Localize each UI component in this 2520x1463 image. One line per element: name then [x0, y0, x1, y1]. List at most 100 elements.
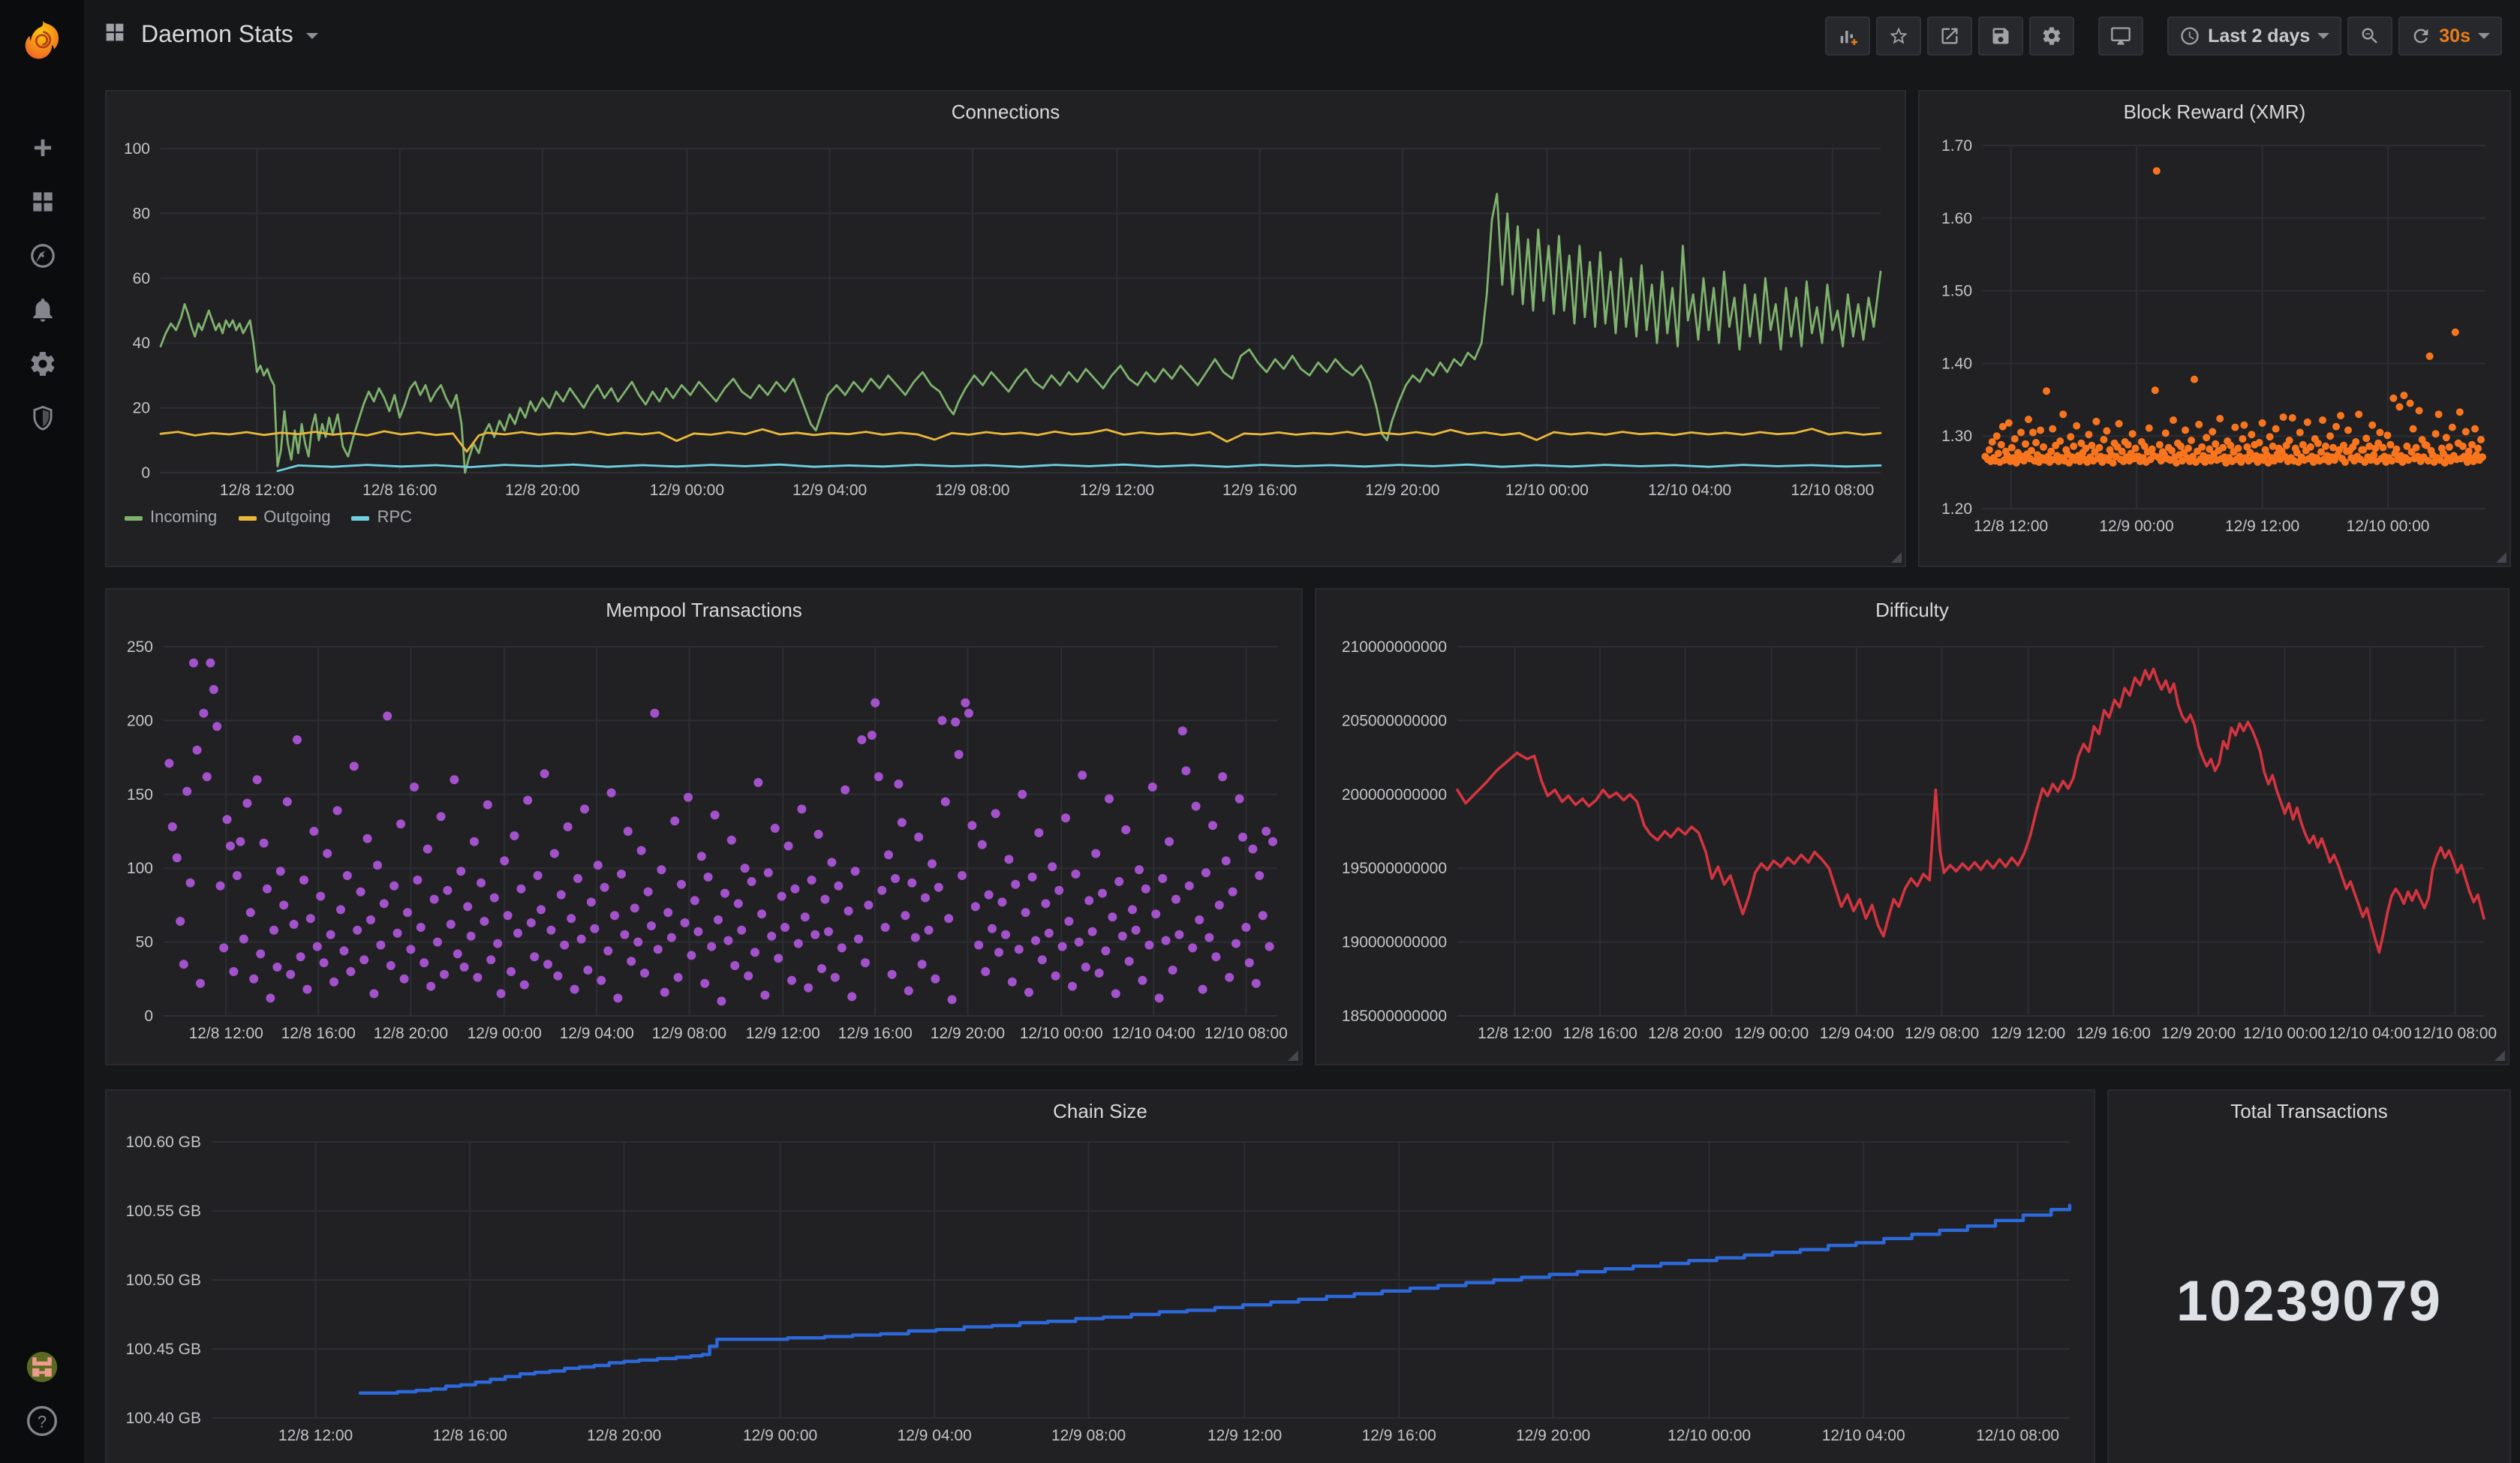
legend-swatch	[351, 515, 370, 520]
svg-text:12/8 12:00: 12/8 12:00	[278, 1427, 353, 1444]
panel-title[interactable]: Mempool Transactions	[606, 599, 802, 621]
svg-text:185000000000: 185000000000	[1342, 1008, 1447, 1025]
svg-text:12/10 08:00: 12/10 08:00	[1976, 1427, 2059, 1444]
connections-chart[interactable]: 0 20 40 60 80 100 12/8 12:00 12/8 16:00 12/8 20:…	[116, 131, 1896, 506]
svg-text:12/9 12:00: 12/9 12:00	[1080, 482, 1154, 499]
server-admin-shield-icon[interactable]	[12, 390, 72, 444]
svg-text:1.20: 1.20	[1941, 500, 1972, 518]
configuration-gear-icon[interactable]	[12, 336, 72, 390]
svg-text:12/10 04:00: 12/10 04:00	[1822, 1427, 1905, 1444]
svg-text:12/9 00:00: 12/9 00:00	[650, 482, 724, 499]
svg-text:100.50 GB: 100.50 GB	[126, 1272, 201, 1289]
connections-legend: Incoming Outgoing RPC	[125, 509, 1905, 527]
dashboard-title[interactable]: Daemon Stats	[141, 23, 293, 48]
svg-text:?: ?	[38, 1412, 47, 1431]
dashboards-icon[interactable]	[12, 174, 72, 228]
save-button[interactable]	[1978, 17, 2024, 56]
star-button[interactable]	[1876, 17, 1922, 56]
svg-text:12/10 04:00: 12/10 04:00	[2329, 1025, 2412, 1042]
panel-title[interactable]: Block Reward (XMR)	[2123, 101, 2306, 123]
block-reward-panel: Block Reward (XMR) 1.20 1.30 1.40 1.50 1.60 1…	[1918, 90, 2511, 567]
share-button[interactable]	[1927, 17, 1973, 56]
svg-text:12/9 20:00: 12/9 20:00	[1365, 482, 1439, 499]
title-caret-icon[interactable]	[306, 33, 319, 39]
svg-text:12/8 16:00: 12/8 16:00	[362, 482, 437, 499]
difficulty-panel: Difficulty 185000000000 190000000000 19500…	[1315, 588, 2509, 1065]
svg-text:12/10 00:00: 12/10 00:00	[1505, 482, 1589, 499]
panel-title[interactable]: Total Transactions	[2230, 1100, 2388, 1122]
block-reward-chart[interactable]: 1.20 1.30 1.40 1.50 1.60 1.70 12/8 12:00 12/9 0…	[1929, 131, 2500, 542]
svg-text:1.40: 1.40	[1941, 355, 1972, 372]
legend-item-incoming[interactable]: Incoming	[125, 509, 217, 527]
sidebar-menu	[12, 120, 72, 444]
add-panel-button[interactable]	[1825, 17, 1871, 56]
svg-text:12/9 12:00: 12/9 12:00	[1991, 1025, 2065, 1042]
sidebar: ?	[0, 0, 84, 1463]
svg-text:100.45 GB: 100.45 GB	[126, 1341, 201, 1358]
svg-text:12/10 04:00: 12/10 04:00	[1648, 482, 1731, 499]
explore-compass-icon[interactable]	[12, 228, 72, 282]
legend-swatch	[238, 515, 257, 520]
svg-text:12/9 16:00: 12/9 16:00	[1362, 1427, 1436, 1444]
svg-text:12/9 12:00: 12/9 12:00	[1207, 1427, 1282, 1444]
svg-text:200: 200	[127, 712, 153, 729]
svg-text:20: 20	[133, 400, 150, 417]
svg-text:60: 60	[133, 270, 150, 287]
svg-text:100: 100	[127, 860, 153, 877]
svg-text:0: 0	[144, 1008, 153, 1025]
chain-size-chart[interactable]: 100.40 GB 100.45 GB 100.50 GB 100.55 GB 100.…	[116, 1130, 2085, 1451]
apps-grid-icon[interactable]	[102, 20, 128, 53]
user-avatar[interactable]	[12, 1340, 72, 1394]
zoom-out-button[interactable]	[2347, 17, 2393, 56]
svg-text:12/9 20:00: 12/9 20:00	[931, 1025, 1005, 1042]
svg-text:12/8 12:00: 12/8 12:00	[1974, 518, 2048, 535]
chain-size-panel: Chain Size 100.40 GB 100.45 GB 100.50 GB 10…	[105, 1089, 2095, 1463]
svg-text:12/9 00:00: 12/9 00:00	[468, 1025, 542, 1042]
alerting-bell-icon[interactable]	[12, 282, 72, 336]
legend-item-rpc[interactable]: RPC	[351, 509, 412, 527]
panel-title[interactable]: Connections	[951, 101, 1060, 123]
clock-icon	[2181, 27, 2199, 45]
grafana-logo-icon[interactable]	[0, 0, 84, 78]
svg-text:12/10 08:00: 12/10 08:00	[1791, 482, 1874, 499]
refresh-interval-label: 30s	[2439, 26, 2470, 47]
help-icon[interactable]: ?	[12, 1394, 72, 1448]
panel-title[interactable]: Difficulty	[1875, 599, 1949, 621]
svg-text:250: 250	[127, 638, 153, 656]
svg-text:12/10 00:00: 12/10 00:00	[1667, 1427, 1751, 1444]
dashboard-settings-button[interactable]	[2029, 17, 2075, 56]
time-range-caret-icon	[2317, 33, 2330, 39]
svg-text:12/8 12:00: 12/8 12:00	[1478, 1025, 1552, 1042]
time-range-button[interactable]: Last 2 days	[2167, 17, 2342, 56]
svg-text:1.60: 1.60	[1941, 210, 1972, 227]
cycle-view-button[interactable]	[2098, 17, 2144, 56]
svg-text:12/9 08:00: 12/9 08:00	[1905, 1025, 1979, 1042]
svg-text:12/9 16:00: 12/9 16:00	[1222, 482, 1297, 499]
svg-text:0: 0	[141, 464, 150, 482]
difficulty-chart[interactable]: 185000000000 190000000000 195000000000 2000…	[1325, 629, 2499, 1049]
svg-text:12/9 16:00: 12/9 16:00	[2076, 1025, 2151, 1042]
svg-text:12/8 16:00: 12/8 16:00	[433, 1427, 507, 1444]
svg-text:1.30: 1.30	[1941, 428, 1972, 445]
refresh-button[interactable]: 30s	[2398, 17, 2502, 56]
create-plus-icon[interactable]	[12, 120, 72, 174]
svg-text:12/9 08:00: 12/9 08:00	[935, 482, 1009, 499]
mempool-chart[interactable]: 0 50 100 150 200 250 12/8 12:00 12/8 16:00 12/8 …	[116, 629, 1292, 1049]
svg-text:12/10 08:00: 12/10 08:00	[2413, 1025, 2497, 1042]
svg-text:40: 40	[133, 335, 150, 352]
sidebar-bottom: ?	[12, 1340, 72, 1448]
svg-text:205000000000: 205000000000	[1342, 712, 1447, 729]
svg-text:12/9 00:00: 12/9 00:00	[2099, 518, 2173, 535]
svg-text:100.40 GB: 100.40 GB	[126, 1410, 201, 1427]
svg-text:80: 80	[133, 205, 150, 222]
svg-text:12/9 16:00: 12/9 16:00	[838, 1025, 913, 1042]
legend-item-outgoing[interactable]: Outgoing	[238, 509, 331, 527]
refresh-caret-icon	[2478, 33, 2490, 39]
svg-text:12/9 00:00: 12/9 00:00	[1734, 1025, 1809, 1042]
svg-text:12/8 16:00: 12/8 16:00	[281, 1025, 356, 1042]
panel-title[interactable]: Chain Size	[1053, 1100, 1147, 1122]
legend-swatch	[125, 515, 143, 520]
svg-text:12/8 12:00: 12/8 12:00	[189, 1025, 263, 1042]
svg-text:12/9 04:00: 12/9 04:00	[1820, 1025, 1894, 1042]
